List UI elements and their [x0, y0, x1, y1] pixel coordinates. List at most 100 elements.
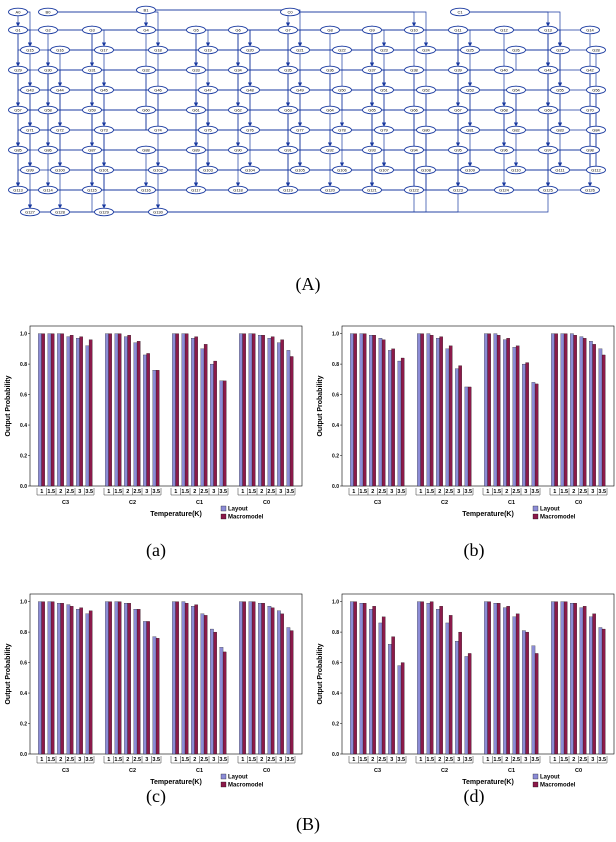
network-node: G82: [506, 125, 526, 135]
x-tick-label: 3: [591, 489, 594, 495]
network-node: G111: [550, 165, 570, 175]
bar-macromodel: [592, 613, 596, 755]
network-node: G70: [580, 105, 600, 115]
network-node-label: G16: [56, 48, 64, 53]
network-node-label: G88: [142, 148, 150, 153]
network-node-label: G76: [246, 128, 254, 133]
network-edge: [27, 45, 48, 111]
group-label: C0: [575, 500, 582, 506]
x-tick-label: 3.5: [219, 489, 227, 495]
network-edge: [342, 45, 473, 131]
bar-macromodel: [41, 601, 45, 755]
network-nodes: A0 B0 B1 C0 C1 G1 G2 G3 G4 G5 G6 G7 G8 G9 G10 G11 G12 G13…: [8, 5, 606, 217]
bar-layout: [484, 601, 488, 755]
y-tick-label: 0.4: [20, 423, 27, 429]
bar-layout: [417, 601, 421, 755]
bar-layout: [124, 336, 128, 487]
bar-layout: [522, 630, 526, 755]
network-node: G96: [494, 145, 514, 155]
network-node-label: G85: [14, 148, 22, 153]
bar-layout: [598, 627, 603, 755]
network-node-label: G101: [99, 168, 110, 173]
x-tick-label: 2.5: [267, 489, 275, 495]
network-node: G43: [20, 85, 40, 95]
network-node: G8: [320, 25, 340, 35]
network-node-label: G90: [234, 148, 242, 153]
network-node-label: G125: [543, 188, 554, 193]
network-node: G120: [320, 185, 340, 195]
network-node-label: G97: [544, 148, 552, 153]
x-tick-label: 2.5: [66, 757, 74, 763]
network-node: G99: [20, 165, 40, 175]
x-tick-label: 2.5: [66, 489, 74, 495]
bar-macromodel: [400, 662, 405, 755]
network-node: G51: [374, 85, 394, 95]
bar-layout: [152, 636, 157, 755]
network-node: G76: [240, 125, 260, 135]
network-edge: [143, 65, 384, 131]
network-node-label: G83: [556, 128, 564, 133]
bar-layout: [66, 604, 71, 755]
network-node: G55: [550, 85, 570, 95]
bar-macromodel: [601, 354, 606, 487]
network-node: G102: [148, 165, 168, 175]
network-edge: [426, 65, 461, 131]
x-tick-label: 2: [572, 489, 575, 495]
network-node-label: G36: [326, 68, 334, 73]
bar-macromodel: [88, 610, 93, 755]
y-axis-label: Output Probability: [5, 643, 12, 704]
y-tick-label: 0.6: [20, 392, 27, 398]
bar-layout: [378, 338, 383, 487]
bar-macromodel: [50, 601, 55, 755]
bar-macromodel: [515, 613, 520, 755]
x-tick-label: 2: [371, 757, 374, 763]
legend-swatch: [532, 505, 539, 512]
bar-layout: [359, 333, 364, 487]
x-tick-label: 1.5: [560, 757, 568, 763]
bar-layout: [531, 645, 536, 755]
x-tick-label: 3: [212, 489, 215, 495]
x-tick-label: 1: [107, 757, 110, 763]
network-edge: [60, 49, 563, 167]
bar-macromodel: [184, 603, 189, 755]
bar-layout: [133, 609, 138, 755]
network-edge: [238, 69, 387, 167]
network-node: G65: [362, 105, 382, 115]
network-node: G75: [198, 125, 218, 135]
bar-layout: [105, 601, 109, 755]
bar-macromodel: [487, 333, 491, 487]
bar-layout: [143, 621, 147, 755]
x-tick-label: 1: [486, 489, 489, 495]
network-node: G25: [460, 45, 480, 55]
x-tick-label: 2: [371, 489, 374, 495]
bar-layout: [512, 616, 517, 755]
network-node-label: G42: [586, 68, 594, 73]
x-tick-label: 2.5: [133, 757, 141, 763]
x-tick-label: 2: [438, 757, 441, 763]
network-node: G69: [538, 105, 558, 115]
network-node: G57: [8, 105, 28, 115]
network-node-label: G112: [591, 168, 601, 173]
network-node: G39: [448, 65, 468, 75]
bar-macromodel: [554, 333, 558, 487]
bar-macromodel: [429, 601, 434, 755]
group-label: C3: [374, 768, 381, 774]
x-tick-label: 3.5: [397, 489, 405, 495]
network-node-label: G20: [246, 48, 254, 53]
network-edge: [238, 29, 551, 67]
network-node: G121: [362, 185, 382, 195]
network-node: G13: [538, 25, 558, 35]
bar-layout: [493, 333, 498, 487]
network-edge: [104, 25, 551, 213]
bar-layout: [551, 601, 555, 755]
x-tick-label: 2: [193, 489, 196, 495]
network-node-label: G50: [338, 88, 346, 93]
network-node-label: G74: [154, 128, 162, 133]
network-node: G125: [538, 185, 558, 195]
network-edge: [384, 89, 507, 147]
network-edge: [60, 85, 211, 91]
x-tick-label: 3: [78, 757, 81, 763]
network-edge: [104, 49, 241, 187]
x-tick-label: 3: [524, 489, 527, 495]
x-tick-label: 3.5: [286, 489, 294, 495]
